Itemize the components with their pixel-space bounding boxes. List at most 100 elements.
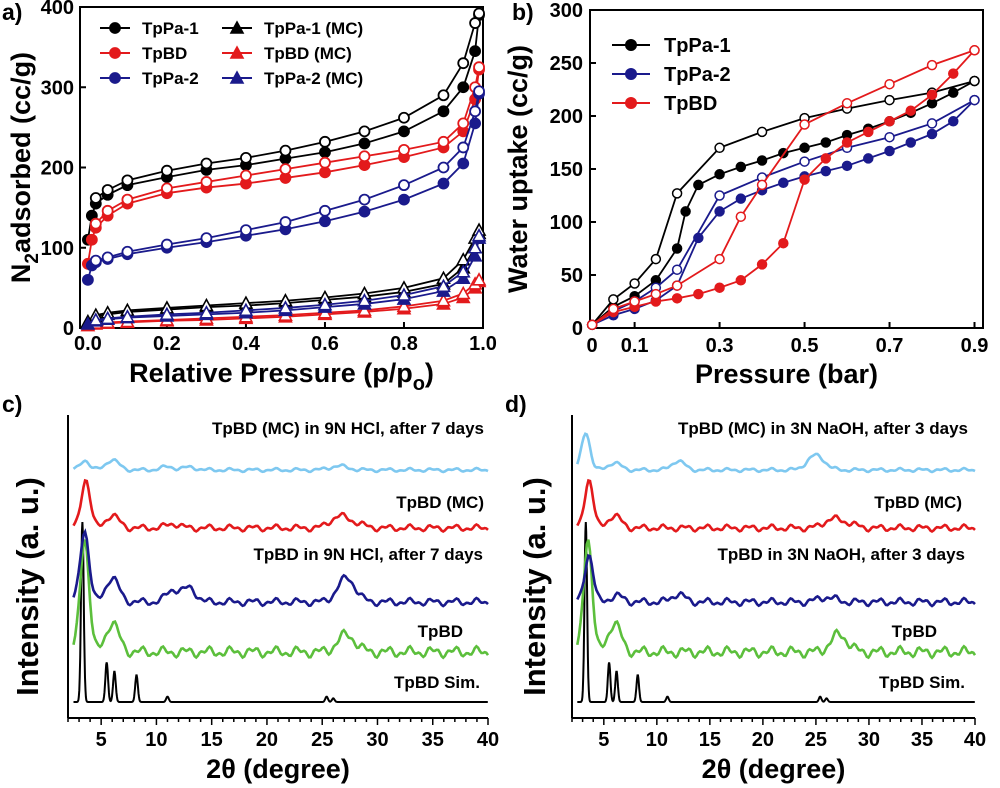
chart-a-ylabel: N2adsorbed (cc/g) <box>6 52 43 283</box>
chart-b-point-des <box>841 98 853 109</box>
chart-b-point-des <box>714 190 725 201</box>
chart-a-point-ads <box>358 205 371 218</box>
chart-a-point-des <box>89 217 102 230</box>
chart-a-point-des <box>471 272 487 286</box>
chart-a-point-des <box>100 310 116 325</box>
chart-d-xtick-label: 10 <box>646 729 668 751</box>
chart-a-legend-marker <box>109 22 121 34</box>
chart-b-ytick-label: 200 <box>550 106 583 128</box>
chart-b-point-des <box>671 280 683 291</box>
chart-b-ytick-label: 300 <box>550 0 583 22</box>
chart-d-trace <box>577 521 975 703</box>
chart-b-point-des <box>671 264 683 275</box>
chart-a-xtick-label: 0.0 <box>74 333 102 355</box>
chart-a-point-des <box>437 89 450 102</box>
chart-a-point-des <box>279 216 292 228</box>
chart-b-ytick-label: 100 <box>550 212 583 234</box>
chart-a-series-line-ads <box>87 93 480 281</box>
chart-a-point-ads <box>437 105 450 118</box>
chart-d-trace-label: TpBD <box>892 622 937 641</box>
chart-b-ytick-label: 0 <box>572 318 583 340</box>
chart-b-point-ads <box>820 137 832 148</box>
chart-a-legend-marker <box>229 20 245 34</box>
chart-b-legend-label: TpPa-2 <box>664 64 731 86</box>
panel-label-c: c) <box>2 391 22 417</box>
chart-b-point-ads <box>884 116 895 127</box>
chart-b-point-ads <box>841 160 853 172</box>
chart-a-point-des <box>457 117 470 130</box>
chart-b-point-ads <box>948 68 959 79</box>
chart-a-point-ads <box>85 233 98 246</box>
chart-a-point-des <box>398 143 410 156</box>
chart-b-xtick-label: 0 <box>587 335 598 357</box>
chart-c-trace-label: TpBD <box>418 622 463 641</box>
chart-a-point-des <box>358 193 371 206</box>
chart-c-xtick-label: 25 <box>311 729 333 751</box>
chart-c-plot: 5 10 15 20 25 30 35 40 2θ (degree) Intensity (a. … <box>10 415 499 784</box>
chart-a-ytick-label: 200 <box>41 158 74 180</box>
chart-a-xtick-label: 0.4 <box>232 333 261 355</box>
chart-a-point-ads <box>358 137 371 150</box>
chart-b-point-ads <box>756 155 768 166</box>
chart-b-point-des <box>926 59 938 71</box>
chart-a-legend-marker <box>229 70 245 84</box>
chart-c-xlabel: 2θ (degree) <box>206 754 350 784</box>
chart-c-trace-label: TpBD in 9N HCl, after 7 days <box>253 545 483 564</box>
chart-d-plot: 5 10 15 20 25 30 35 40 2θ (degree) Intensity (a. … <box>517 415 986 784</box>
chart-a-ytick-label: 300 <box>41 77 74 99</box>
chart-b-plot: 0 0.1 0.3 0.5 0.7 0.9 0 50 100 150 200 250 300 Pressu… <box>503 0 988 389</box>
chart-d-xtick-label: 5 <box>598 729 609 751</box>
chart-a-point-ads <box>467 248 483 262</box>
chart-b-ytick-label: 150 <box>550 159 583 181</box>
chart-a-point-des <box>471 228 487 242</box>
chart-a-ytick-label: 100 <box>41 238 74 260</box>
chart-c-ylabel: Intensity (a. u.) <box>10 477 45 696</box>
chart-a-ytick-label: 0 <box>63 318 74 340</box>
chart-c-xtick-label: 35 <box>422 729 444 751</box>
chart-a-legend-marker <box>109 47 121 59</box>
chart-b-point-des <box>608 294 619 305</box>
chart-b-point-ads <box>863 126 874 138</box>
chart-a-point-des <box>455 285 471 300</box>
chart-d-trace-label: TpBD Sim. <box>879 673 965 692</box>
chart-b-point-ads <box>735 275 747 286</box>
chart-a-point-des <box>238 302 254 317</box>
chart-a-legend-label: TpPa-2 (MC) <box>264 69 363 88</box>
chart-a-point-ads <box>319 215 331 228</box>
chart-b-xlabel: Pressure (bar) <box>695 359 878 389</box>
chart-a-point-des <box>437 161 450 174</box>
chart-b-point-des <box>884 78 895 90</box>
chart-d-trace-label: TpBD (MC) in 3N NaOH, after 3 days <box>678 419 968 438</box>
chart-b-ytick-label: 50 <box>561 265 583 287</box>
chart-a-point-des <box>101 251 114 264</box>
chart-b-legend-marker <box>625 68 637 80</box>
panel-label-b: b) <box>512 0 534 25</box>
chart-a-point-des <box>358 150 371 163</box>
chart-a-point-des <box>319 135 331 148</box>
chart-c-xtick-label: 20 <box>256 729 278 751</box>
chart-b-point-ads <box>799 174 810 185</box>
chart-c-trace-label: TpBD (MC) in 9N HCl, after 7 days <box>212 419 484 438</box>
chart-a-legend-marker <box>109 72 121 84</box>
chart-a-xtick-label: 0.2 <box>153 333 181 355</box>
chart-a-ylabel-pre: N <box>6 264 36 284</box>
chart-a-point-ads <box>398 193 410 206</box>
chart-b-point-des <box>926 118 938 129</box>
chart-b-point-ads <box>926 98 938 109</box>
chart-c-trace <box>72 539 490 660</box>
chart-a-series-line-ads <box>87 14 480 240</box>
chart-b-point-ads <box>841 137 853 148</box>
chart-b-point-des <box>756 126 768 138</box>
chart-a-point-des <box>200 157 213 170</box>
chart-a-legend-label: TpPa-1 (MC) <box>264 19 363 38</box>
chart-a-point-des <box>473 85 485 98</box>
chart-a-point-des <box>121 193 134 206</box>
chart-b-point-des <box>756 179 768 191</box>
chart-b-series-line-des <box>591 99 975 326</box>
chart-b-point-ads <box>778 237 789 249</box>
chart-b-point-ads <box>948 116 959 127</box>
chart-c-trace-label: TpBD (MC) <box>396 493 484 512</box>
chart-a-point-des <box>469 17 481 29</box>
chart-b-point-des <box>650 288 662 300</box>
chart-b-legend-marker <box>625 39 637 51</box>
